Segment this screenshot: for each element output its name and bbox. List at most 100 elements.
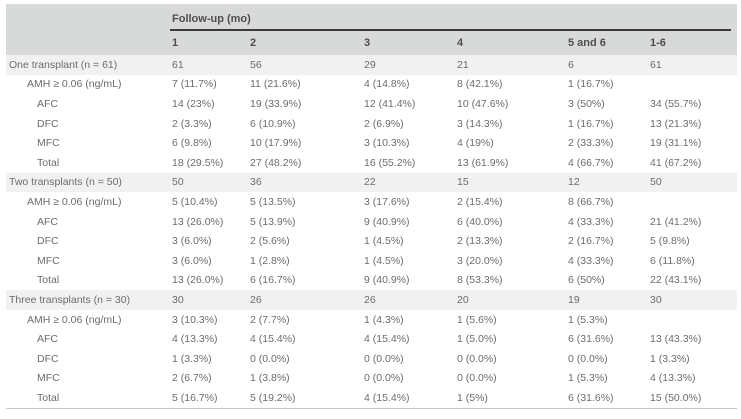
value-cell: 36	[248, 172, 362, 193]
data-row-dfc: DFC 2 (3.3%) 6 (10.9%) 2 (6.9%) 3 (14.3%…	[6, 114, 737, 134]
value-cell: 50	[648, 172, 737, 193]
column-header-row: 1 2 3 4 5 and 6 1-6	[6, 31, 737, 55]
value-cell: 1 (4.5%)	[364, 235, 404, 248]
value-cell: 13 (26.0%)	[172, 274, 224, 287]
value-cell: 4 (13.3%)	[650, 372, 696, 385]
value-cell: 30	[170, 290, 248, 310]
data-row-mfc: MFC 3 (6.0%) 1 (2.8%) 1 (4.5%) 3 (20.0%)…	[6, 251, 737, 271]
value-cell: 5 (9.8%)	[650, 235, 690, 248]
data-row-afc: AFC 4 (13.3%) 4 (15.4%) 4 (15.4%) 1 (5.0…	[6, 329, 737, 349]
section-title: One transplant (n = 61)	[6, 55, 170, 75]
row-label: DFC	[37, 117, 59, 130]
value-cell	[648, 192, 737, 212]
value-cell: 1 (4.5%)	[364, 254, 404, 267]
value-cell: 1 (3.3%)	[650, 352, 690, 365]
value-cell: 9 (40.9%)	[364, 274, 410, 287]
value-cell: 11 (21.6%)	[250, 78, 301, 91]
value-cell: 3 (10.3%)	[364, 137, 410, 150]
row-label: DFC	[37, 235, 59, 248]
section-row-two-transplants: Two transplants (n = 50) 50 36 22 15 12 …	[6, 172, 737, 193]
value-cell: 2 (15.4%)	[457, 195, 503, 208]
value-cell: 4 (19%)	[457, 137, 494, 150]
value-cell: 2 (5.6%)	[250, 235, 290, 248]
value-cell: 7 (11.7%)	[172, 78, 217, 91]
value-cell: 8 (42.1%)	[457, 78, 503, 91]
data-row-afc: AFC 14 (23%) 19 (33.9%) 12 (41.4%) 10 (4…	[6, 94, 737, 114]
value-cell: 2 (16.7%)	[568, 235, 614, 248]
row-label: AMH ≥ 0.06 (ng/mL)	[27, 313, 122, 326]
value-cell: 6 (40.0%)	[457, 215, 503, 228]
value-cell: 15 (50.0%)	[648, 388, 737, 409]
value-cell: 2 (7.7%)	[250, 313, 290, 326]
value-cell: 8 (53.3%)	[457, 274, 503, 287]
value-cell: 15	[455, 172, 566, 193]
value-cell: 20	[455, 290, 566, 310]
value-cell: 4 (15.4%)	[362, 388, 455, 409]
value-cell: 26	[362, 290, 455, 310]
value-cell: 34 (55.7%)	[650, 97, 702, 110]
value-cell: 0 (0.0%)	[250, 352, 290, 365]
value-cell: 2 (6.9%)	[364, 117, 404, 130]
value-cell: 5 (19.2%)	[248, 388, 362, 409]
data-row-total: Total 18 (29.5%) 27 (48.2%) 16 (55.2%) 1…	[6, 153, 737, 173]
data-row-amh: AMH ≥ 0.06 (ng/mL) 7 (11.7%) 11 (21.6%) …	[6, 75, 737, 95]
row-label: AFC	[37, 333, 58, 346]
value-cell: 41 (67.2%)	[650, 156, 702, 169]
value-cell: 13 (21.3%)	[650, 117, 702, 130]
value-cell: 6 (16.7%)	[250, 274, 296, 287]
data-row-total: Total 5 (16.7%) 5 (19.2%) 4 (15.4%) 1 (5…	[6, 388, 737, 409]
value-cell: 29	[362, 55, 455, 75]
value-cell: 4 (15.4%)	[364, 333, 410, 346]
data-row-mfc: MFC 2 (6.7%) 1 (3.8%) 0 (0.0%) 0 (0.0%) …	[6, 369, 737, 389]
value-cell: 1 (16.7%)	[568, 117, 614, 130]
row-label: Total	[6, 388, 170, 409]
value-cell: 3 (17.6%)	[364, 195, 410, 208]
value-cell: 12 (41.4%)	[364, 97, 416, 110]
value-cell: 1 (4.3%)	[364, 313, 404, 326]
value-cell: 21 (41.2%)	[650, 215, 702, 228]
value-cell: 3 (20.0%)	[457, 254, 503, 267]
column-header-month-3: 3	[362, 31, 455, 55]
value-cell: 1 (2.8%)	[250, 254, 290, 267]
value-cell: 1 (16.7%)	[568, 78, 614, 91]
value-cell: 18 (29.5%)	[172, 156, 224, 169]
value-cell: 3 (6.0%)	[172, 235, 212, 248]
value-cell: 3 (10.3%)	[172, 313, 218, 326]
column-header-month-1: 1	[170, 31, 248, 55]
column-header-month-5-6: 5 and 6	[566, 31, 648, 55]
column-header-month-2: 2	[248, 31, 362, 55]
data-row-amh: AMH ≥ 0.06 (ng/mL) 5 (10.4%) 5 (13.5%) 3…	[6, 192, 737, 212]
row-label: AMH ≥ 0.06 (ng/mL)	[27, 78, 122, 91]
value-cell: 5 (13.5%)	[250, 195, 296, 208]
value-cell: 1 (5.6%)	[457, 313, 497, 326]
row-label: AFC	[37, 215, 58, 228]
value-cell: 2 (3.3%)	[172, 117, 212, 130]
data-row-mfc: MFC 6 (9.8%) 10 (17.9%) 3 (10.3%) 4 (19%…	[6, 133, 737, 153]
section-title: Two transplants (n = 50)	[6, 172, 170, 193]
value-cell: 4 (33.3%)	[568, 254, 614, 267]
row-label: AMH ≥ 0.06 (ng/mL)	[27, 195, 122, 208]
value-cell: 5 (13.9%)	[250, 215, 296, 228]
header-spacer	[6, 4, 170, 31]
value-cell: 27 (48.2%)	[250, 156, 302, 169]
value-cell: 4 (33.3%)	[568, 215, 614, 228]
value-cell: 16 (55.2%)	[364, 156, 416, 169]
value-cell: 22 (43.1%)	[650, 274, 702, 287]
value-cell: 56	[248, 55, 362, 75]
value-cell: 0 (0.0%)	[364, 372, 404, 385]
value-cell: 21	[455, 55, 566, 75]
value-cell: 5 (10.4%)	[172, 195, 218, 208]
value-cell: 1 (5.3%)	[568, 372, 608, 385]
row-label: Total	[37, 274, 60, 287]
value-cell: 0 (0.0%)	[568, 352, 608, 365]
value-cell: 9 (40.9%)	[364, 215, 410, 228]
data-row-amh: AMH ≥ 0.06 (ng/mL) 3 (10.3%) 2 (7.7%) 1 …	[6, 310, 737, 330]
value-cell: 50	[170, 172, 248, 193]
value-cell: 3 (50%)	[568, 97, 605, 110]
value-cell: 61	[648, 55, 737, 75]
value-cell: 5 (16.7%)	[170, 388, 248, 409]
value-cell: 19 (31.1%)	[650, 137, 702, 150]
value-cell	[648, 310, 737, 330]
value-cell: 14 (23%)	[172, 97, 215, 110]
